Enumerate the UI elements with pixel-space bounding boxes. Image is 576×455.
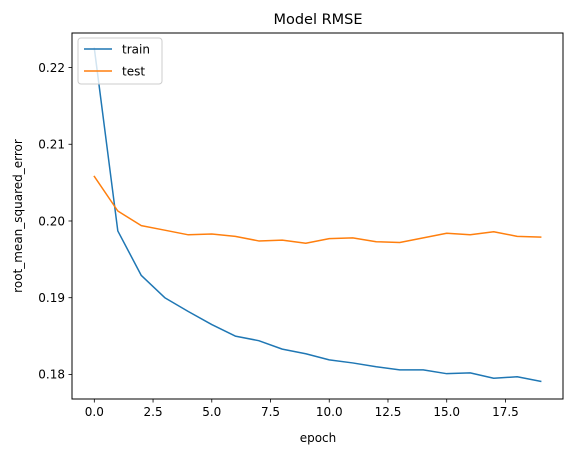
- plot-frame: [71, 32, 564, 400]
- y-tick-label: 0.18: [38, 368, 65, 382]
- series-layer: [93, 47, 542, 383]
- series-line-test: [93, 175, 542, 244]
- x-tick-label: 12.5: [375, 405, 402, 419]
- x-tick-label: 7.5: [261, 405, 280, 419]
- y-axis-label: root_mean_squared_error: [11, 139, 25, 293]
- y-axis-ticks: 0.18 0.19 0.20 0.21 0.22: [38, 61, 72, 382]
- y-tick-label: 0.21: [38, 138, 65, 152]
- x-tick-label: 5.0: [202, 405, 221, 419]
- x-tick-label: 15.0: [433, 405, 460, 419]
- x-tick-label: 10.0: [316, 405, 343, 419]
- legend: train test: [77, 37, 163, 85]
- legend-label-test: test: [122, 65, 145, 79]
- x-axis-ticks: 0.0 2.5 5.0 7.5 10.0 12.5 15.0 17.5: [85, 399, 519, 419]
- x-tick-label: 17.5: [492, 405, 519, 419]
- y-tick-label: 0.20: [38, 214, 65, 228]
- chart-title: Model RMSE: [273, 12, 362, 28]
- y-tick-label: 0.22: [38, 61, 65, 75]
- series-line-train: [93, 47, 542, 383]
- y-tick-label: 0.19: [38, 291, 65, 305]
- x-axis-label: epoch: [300, 431, 337, 445]
- legend-label-train: train: [122, 43, 150, 57]
- x-tick-label: 2.5: [144, 405, 163, 419]
- x-tick-label: 0.0: [85, 405, 104, 419]
